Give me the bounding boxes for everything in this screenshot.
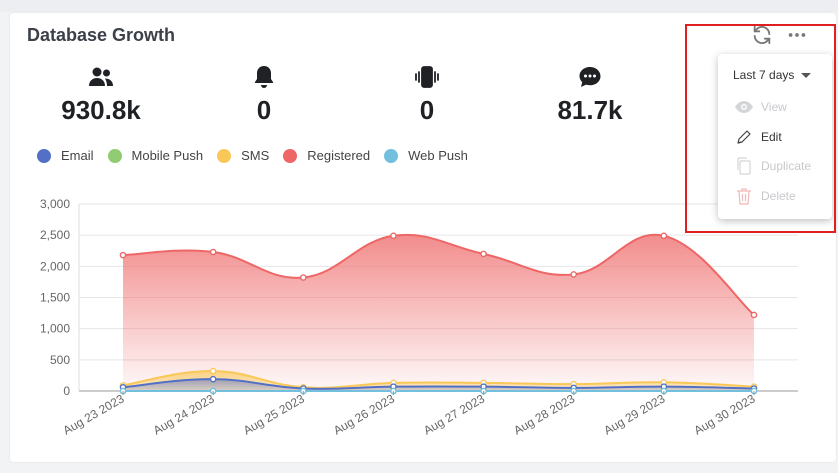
menu-item-edit[interactable]: Edit [733, 128, 782, 146]
series-line-sms [122, 370, 755, 389]
legend-item-sms[interactable]: SMS [217, 148, 269, 163]
stat-value: 0 [419, 95, 435, 125]
data-point-registered [209, 248, 217, 256]
y-tick-label: 2,500 [40, 228, 70, 242]
data-point-registered [480, 250, 487, 258]
trash-icon [733, 187, 755, 205]
x-tick-label: Aug 27 2023 [421, 391, 487, 437]
legend-label: Email [61, 148, 94, 163]
legend-dot [384, 148, 399, 163]
caret-down-icon [801, 72, 812, 78]
data-point-registered [119, 251, 127, 259]
x-tick-label: Aug 23 2023 [61, 391, 127, 437]
y-tick-label: 3,000 [40, 197, 70, 211]
legend-dot [107, 148, 122, 163]
series-line-email [122, 378, 755, 390]
more-horizontal-icon[interactable] [786, 24, 808, 46]
legend-item-email[interactable]: Email [37, 148, 94, 163]
x-tick-label: Aug 26 2023 [331, 391, 397, 437]
menu-item-delete[interactable]: Delete [733, 187, 796, 205]
bell-icon [204, 64, 324, 90]
legend-item-registered[interactable]: Registered [283, 148, 370, 163]
y-tick-label: 500 [50, 353, 70, 367]
menu-item-label: View [761, 100, 787, 114]
data-point-registered [299, 274, 307, 281]
data-point-registered [750, 311, 758, 319]
legend-label: Web Push [408, 148, 468, 163]
menu-item-label: Duplicate [761, 159, 812, 173]
stat-total: 930.8k [41, 64, 161, 126]
data-point-sms [209, 367, 217, 375]
legend-item-mobile-push[interactable]: Mobile Push [107, 148, 204, 163]
x-tick-label: Aug 30 2023 [692, 391, 758, 437]
x-tick-label: Aug 28 2023 [511, 391, 577, 437]
data-point-registered [660, 232, 668, 240]
menu-item-label: Edit [761, 130, 782, 144]
stat-push: 0 [204, 64, 324, 126]
vibrating-phone-icon [367, 64, 487, 90]
legend-label: Registered [307, 148, 371, 163]
data-point-registered [390, 232, 397, 240]
menu-item-label: Delete [761, 189, 796, 203]
top-strip [0, 0, 838, 12]
legend-label: Mobile Push [131, 148, 204, 163]
stat-sms: 81.7k [530, 64, 650, 126]
y-tick-label: 1,000 [40, 322, 70, 336]
legend-label: SMS [241, 148, 270, 163]
stat-value: 0 [256, 95, 272, 125]
copy-icon [733, 157, 755, 175]
refresh-icon[interactable] [751, 24, 773, 46]
chart-legend: Email Mobile Push SMS Registered Web Pus… [37, 148, 482, 163]
data-point-registered [570, 271, 578, 278]
stat-value: 81.7k [557, 95, 623, 125]
menu-item-view[interactable]: View [733, 98, 787, 116]
series-area-registered [123, 234, 754, 391]
chat-bubble-icon [530, 64, 650, 90]
data-point-email [209, 375, 217, 383]
legend-dot [283, 148, 298, 163]
chart-options-menu: Last 7 days View Edit Duplicate Delete [718, 54, 832, 219]
eye-icon [733, 98, 755, 116]
users-icon [41, 64, 161, 90]
date-range-value: Last 7 days [733, 68, 795, 82]
pencil-icon [733, 128, 755, 146]
highlight-box [685, 24, 836, 233]
x-tick-label: Aug 24 2023 [151, 391, 217, 437]
date-range-select[interactable]: Last 7 days [733, 68, 812, 82]
legend-dot [217, 148, 232, 163]
y-tick-label: 1,500 [40, 291, 70, 305]
x-tick-label: Aug 25 2023 [241, 391, 307, 437]
stat-value: 930.8k [61, 95, 141, 125]
menu-item-duplicate[interactable]: Duplicate [733, 157, 811, 175]
y-tick-label: 2,000 [40, 259, 70, 273]
legend-dot [37, 148, 51, 163]
card-title: Database Growth [27, 25, 176, 45]
legend-item-web-push[interactable]: Web Push [384, 148, 468, 163]
y-tick-label: 0 [63, 384, 70, 398]
x-tick-label: Aug 29 2023 [601, 391, 667, 437]
stat-mobile: 0 [367, 64, 487, 126]
